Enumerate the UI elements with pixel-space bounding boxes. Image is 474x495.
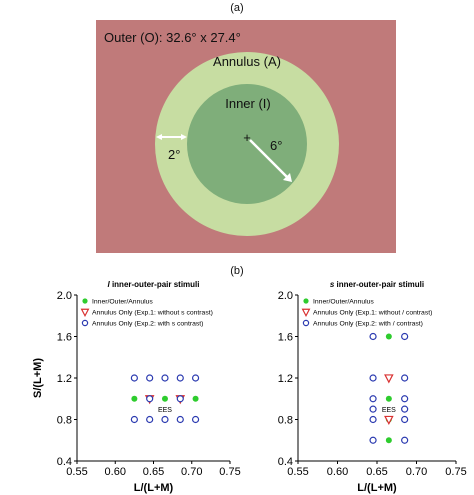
inner-region	[187, 84, 307, 204]
radius-arrow	[249, 139, 289, 179]
x-tick-label: 0.65	[366, 466, 387, 478]
data-point-filled	[385, 395, 392, 402]
data-point-circle	[369, 415, 377, 424]
legend-label: Annulus Only (Exp.1: without s contrast)	[92, 310, 213, 317]
y-tick-label: 2.0	[278, 290, 293, 302]
data-point-circle	[369, 332, 377, 341]
data-point-circle	[401, 415, 409, 424]
data-point-circle	[369, 374, 377, 382]
legend-marker-triangle	[301, 308, 311, 318]
data-point-filled	[131, 395, 138, 402]
data-point-circle	[161, 415, 169, 424]
y-tick-label: 1.2	[57, 373, 72, 385]
data-point-circle	[191, 415, 200, 424]
panel-a: Outer (O): 32.6° x 27.4° Annulus (A) Inn…	[96, 20, 396, 253]
chart-title-italic: s	[330, 280, 335, 289]
ees-annotation: EES	[382, 407, 396, 414]
legend-marker-circle	[81, 319, 89, 327]
data-point-circle	[401, 374, 409, 382]
x-tick-label: 0.60	[327, 466, 348, 478]
data-point-filled	[385, 437, 392, 444]
x-tick-label: 0.65	[143, 466, 164, 478]
annulus-width-arrowhead-left	[156, 134, 162, 140]
y-tick-label: 1.6	[57, 332, 72, 344]
data-point-circle	[401, 332, 409, 341]
chart-title-italic: l	[107, 280, 110, 289]
data-point-circle	[176, 374, 184, 382]
data-point-circle	[146, 395, 154, 403]
x-axis-label: L/(L+M)	[357, 482, 397, 494]
x-axis-label: L/(L+M)	[134, 482, 174, 494]
data-point-circle	[130, 374, 138, 382]
x-tick-label: 0.70	[406, 466, 427, 478]
chart-title: s inner-outer-pair stimuli	[330, 280, 424, 289]
y-tick-label: 0.4	[57, 456, 72, 468]
ees-annotation: EES	[158, 407, 172, 414]
data-point-circle	[401, 405, 409, 413]
y-tick-label: 1.2	[278, 373, 293, 385]
data-point-circle	[161, 374, 169, 382]
legend-marker-triangle	[80, 308, 90, 318]
y-tick-label: 0.8	[57, 415, 72, 427]
data-point-circle	[401, 436, 409, 444]
annulus-width-label: 2°	[168, 147, 180, 162]
x-tick-label: 0.55	[66, 466, 87, 478]
x-tick-label: 0.55	[287, 466, 308, 478]
legend-label: Annulus Only (Exp.2: with s contrast)	[92, 321, 203, 328]
legend-marker-circle	[302, 319, 310, 327]
x-tick-label: 0.75	[219, 466, 240, 478]
y-tick-label: 0.4	[278, 456, 293, 468]
legend-marker-filled	[82, 298, 88, 304]
data-point-circle	[369, 395, 377, 403]
chart-s-stimuli: s inner-outer-pair stimuli 0.55 0.60 0.65 0.…	[278, 280, 467, 494]
panel-a-label: (a)	[230, 2, 244, 14]
y-axis-label: S/(L+M)	[32, 358, 44, 398]
chart-title: l inner-outer-pair stimuli	[107, 280, 199, 289]
data-point-circle	[146, 415, 154, 424]
dimension-arrows	[156, 134, 292, 182]
data-point-circle	[401, 395, 409, 403]
data-point-circle	[130, 415, 138, 424]
x-tick-label: 0.60	[105, 466, 126, 478]
data-point-triangle	[384, 374, 394, 384]
legend-marker-filled	[303, 298, 309, 304]
data-point-circle	[176, 395, 184, 403]
x-tick-label: 0.75	[445, 466, 466, 478]
chart-title-rest: inner-outer-pair stimuli	[334, 280, 424, 289]
data-point-circle	[176, 415, 184, 424]
data-point-triangle	[384, 415, 394, 425]
data-point-filled	[385, 333, 392, 340]
data-point-filled	[161, 395, 168, 402]
annulus-label: Annulus (A)	[213, 54, 281, 69]
data-point-filled	[192, 395, 199, 402]
inner-label: Inner (I)	[225, 96, 271, 111]
data-point-circle	[146, 374, 154, 382]
y-tick-label: 2.0	[57, 290, 72, 302]
data-point-circle	[191, 374, 200, 382]
legend-label: Annulus Only (Exp.1: without / contrast)	[313, 310, 432, 317]
radius-label: 6°	[270, 138, 282, 153]
legend-label: Inner/Outer/Annulus	[313, 299, 374, 306]
data-point-circle	[369, 436, 377, 444]
center-cross-mark: +	[243, 130, 251, 145]
radius-arrowhead	[283, 173, 292, 182]
chart-l-stimuli: l inner-outer-pair stimuli 0.55 0.60 0.65 0.…	[32, 280, 241, 494]
panel-b-label: (b)	[230, 265, 244, 277]
data-point-circle	[369, 405, 377, 413]
outer-label: Outer (O): 32.6° x 27.4°	[104, 30, 241, 45]
y-tick-label: 1.6	[278, 332, 293, 344]
legend-label: Inner/Outer/Annulus	[92, 299, 153, 306]
y-tick-label: 0.8	[278, 415, 293, 427]
chart-title-rest: inner-outer-pair stimuli	[110, 280, 200, 289]
annulus-width-arrowhead-right	[181, 134, 187, 140]
x-tick-label: 0.70	[181, 466, 202, 478]
legend-label: Annulus Only (Exp.2: with / contrast)	[313, 321, 423, 328]
